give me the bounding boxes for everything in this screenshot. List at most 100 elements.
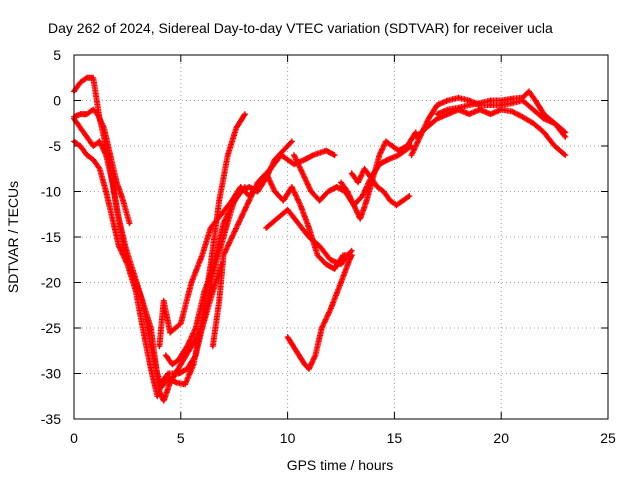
data-point — [189, 281, 193, 284]
data-point — [95, 112, 99, 116]
data-point — [489, 99, 493, 102]
y-tick-label: -15 — [41, 229, 61, 245]
data-point — [157, 344, 161, 348]
data-point — [269, 167, 273, 171]
data-point — [294, 349, 298, 353]
data-point — [424, 126, 428, 130]
data-point — [328, 308, 332, 312]
data-point — [341, 253, 345, 257]
data-point — [510, 101, 514, 105]
data-point — [243, 112, 247, 116]
data-point — [375, 185, 379, 189]
data-point — [446, 112, 450, 116]
data-point — [292, 153, 296, 157]
data-point — [183, 382, 187, 386]
data-point — [290, 185, 294, 189]
series-track-10 — [291, 143, 415, 209]
data-point — [164, 353, 168, 357]
series-track-15 — [434, 88, 569, 136]
data-point — [563, 135, 567, 139]
data-point — [149, 367, 153, 371]
data-point — [98, 139, 102, 143]
data-point — [149, 326, 153, 330]
data-point — [217, 199, 221, 203]
series-track-11 — [338, 129, 419, 222]
data-point — [281, 199, 285, 203]
data-point — [335, 185, 339, 189]
y-tick-label: -5 — [49, 138, 62, 154]
data-point — [499, 103, 503, 107]
data-point — [286, 335, 290, 339]
data-point — [296, 221, 300, 225]
data-point — [211, 290, 215, 294]
data-point — [533, 99, 537, 102]
data-point — [91, 158, 95, 162]
data-point — [85, 76, 89, 80]
data-point — [303, 158, 307, 162]
data-point — [85, 135, 89, 139]
data-point — [489, 103, 493, 107]
data-point — [350, 253, 354, 257]
data-point — [435, 103, 439, 107]
data-point — [333, 267, 337, 271]
data-point — [78, 112, 82, 116]
data-point — [316, 253, 320, 257]
data-point — [281, 149, 285, 153]
series-markers — [162, 138, 295, 368]
data-point — [320, 326, 324, 330]
series-track-13 — [408, 94, 569, 159]
data-point — [85, 112, 89, 116]
data-point — [478, 101, 482, 105]
data-point — [307, 235, 311, 239]
data-point — [123, 253, 127, 257]
data-point — [217, 299, 221, 303]
data-point — [104, 190, 108, 193]
data-point — [222, 221, 226, 225]
data-point — [78, 144, 82, 148]
data-point — [115, 180, 119, 184]
data-point — [446, 99, 450, 102]
tick-labels: 0 5 10 15 20 25 5 0 -5 -10 -15 -20 -25 -30 -35 — [41, 47, 616, 446]
data-point — [168, 381, 172, 385]
data-point — [194, 353, 198, 357]
y-tick-label: 0 — [53, 93, 61, 109]
data-point — [401, 199, 405, 203]
data-point — [256, 190, 260, 193]
chart-title: Day 262 of 2024, Sidereal Day-to-day VTE… — [48, 20, 553, 36]
data-point — [142, 335, 146, 339]
data-point — [85, 153, 89, 157]
data-point — [377, 153, 381, 157]
data-point — [531, 121, 535, 125]
series-track-4 — [71, 106, 133, 227]
plot-frame — [73, 54, 609, 420]
data-point — [365, 199, 369, 203]
data-point — [360, 194, 364, 198]
data-point — [155, 394, 159, 398]
data-point — [309, 190, 313, 193]
data-point — [194, 326, 198, 330]
data-point — [369, 176, 373, 180]
data-point — [318, 199, 322, 203]
data-point — [230, 199, 234, 203]
data-point — [553, 121, 557, 125]
data-point — [339, 262, 343, 266]
data-point — [185, 367, 189, 371]
y-tick-label: -20 — [41, 275, 61, 291]
data-point — [324, 149, 328, 153]
data-point — [211, 267, 215, 271]
data-point — [467, 112, 471, 116]
data-point — [339, 281, 343, 284]
data-point — [102, 126, 106, 130]
data-point — [226, 153, 230, 157]
data-point — [202, 290, 206, 294]
series-markers — [156, 147, 338, 350]
data-point — [362, 167, 366, 171]
data-point — [395, 203, 399, 207]
x-axis-label: GPS time / hours — [287, 457, 394, 473]
data-point — [446, 108, 450, 112]
data-point — [499, 99, 503, 102]
y-tick-label: -35 — [41, 411, 61, 427]
data-point — [397, 153, 401, 157]
data-point — [405, 144, 409, 148]
